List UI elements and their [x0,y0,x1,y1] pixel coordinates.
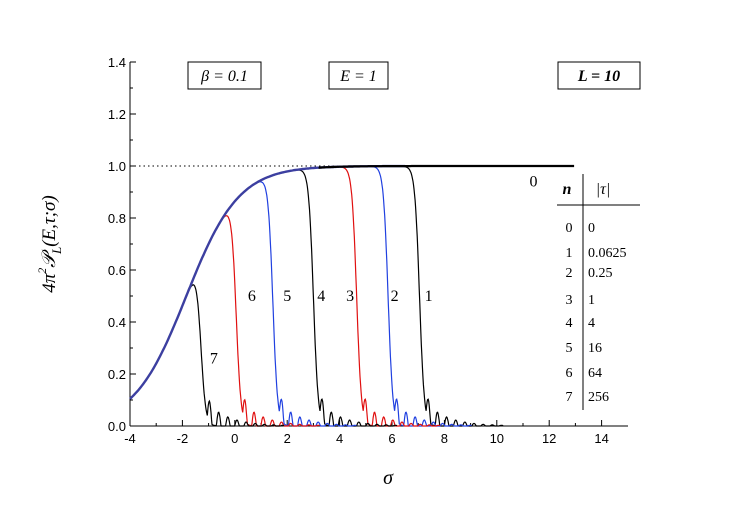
legend-header-tau: |τ| [596,181,611,198]
length-box: L = 10 [557,61,641,90]
y-tick-label: 1.4 [108,55,126,70]
y-tick-label: 0.4 [108,315,126,330]
curve-label-6: 6 [248,288,256,305]
series-2-curve [368,165,472,427]
curve-label-5: 5 [283,288,291,305]
series-4-curve [293,169,398,427]
y-axis-title-sup: 2 [35,268,49,274]
x-tick-label: 0 [231,431,238,446]
x-tick-label: -2 [177,431,189,446]
x-tick-label: 2 [284,431,291,446]
x-axis-title: σ [383,467,394,489]
legend-row-n: 7 [566,390,573,405]
x-tick-label: 14 [594,431,608,446]
legend-row-tau: 0.25 [588,266,613,281]
legend-row-tau: 64 [588,366,602,381]
curve-label-4: 4 [317,288,325,305]
legend-row-tau: 0 [588,221,595,236]
y-axis-title-prefix: 4π [39,273,60,293]
series-5-curve [252,181,357,427]
y-tick-label: 0.8 [108,211,126,226]
svg-text:4π2𝒫L(E,τ;σ): 4π2𝒫L(E,τ;σ) [35,195,64,292]
legend-row-tau: 0.0625 [588,246,627,261]
legend-row-n: 5 [566,341,573,356]
x-tick-label: 10 [490,431,504,446]
beta-label: β = 0.1 [200,68,248,85]
legend-row-n: 1 [566,246,573,261]
legend-row-tau: 1 [588,293,595,308]
y-tick-label: 1.2 [108,107,126,122]
legend-row-n: 4 [566,316,573,331]
x-tick-label: 12 [542,431,556,446]
legend-row-n: 2 [566,266,573,281]
y-tick-label: 0.0 [108,419,126,434]
curve-label-2: 2 [391,288,399,305]
legend-row-tau: 4 [588,316,595,331]
curve-label-7: 7 [210,350,218,367]
energy-label: E = 1 [339,68,377,85]
legend-header-n: n [563,181,572,198]
series-7-curve [180,284,285,427]
x-tick-label: 8 [441,431,448,446]
series-0-curve [318,164,575,169]
y-axis-title-sub: L [49,247,64,255]
y-tick-label: 1.0 [108,159,126,174]
series-1-curve [399,165,504,427]
curve-label-3: 3 [346,288,354,305]
curve-label-0: 0 [529,174,537,191]
y-tick-label: 0.2 [108,367,126,382]
y-axis-title-args: (E,τ;σ) [39,195,60,247]
legend-row-tau: 256 [588,390,609,405]
y-axis-title: 4π2𝒫L(E,τ;σ) [35,195,64,292]
x-tick-label: -4 [124,431,136,446]
length-label: L = 10 [577,68,620,85]
curve-label-1: 1 [425,288,433,305]
x-tick-label: 6 [388,431,395,446]
x-tick-label: 4 [336,431,343,446]
legend-row-tau: 16 [588,341,602,356]
energy-box: E = 1 [328,61,389,90]
beta-box: β = 0.1 [187,61,262,90]
series-6-curve [215,215,320,427]
y-tick-label: 0.6 [108,263,126,278]
legend-row-n: 6 [566,366,573,381]
legend-row-n: 0 [566,221,573,236]
legend-row-n: 3 [566,293,573,308]
